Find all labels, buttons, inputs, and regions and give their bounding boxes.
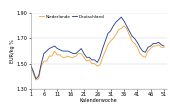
Line: Niederlande: Niederlande [31,26,164,80]
Niederlande [160,47,162,48]
Deutschland [160,44,162,45]
Niederlande [123,25,125,27]
Legend: Niederlande, Deutschland: Niederlande, Deutschland [39,15,104,19]
Niederlande [163,47,165,48]
Deutschland [120,16,122,18]
Niederlande [35,79,37,81]
Deutschland [123,20,125,22]
Deutschland [75,53,77,54]
Deutschland [131,35,133,37]
Deutschland [30,64,32,66]
Niederlande [75,55,77,57]
Niederlande [30,64,32,66]
X-axis label: Kalenderwoche: Kalenderwoche [80,98,117,103]
Niederlande [62,57,64,58]
Line: Deutschland: Deutschland [31,17,164,79]
Deutschland [163,45,165,47]
Niederlande [131,40,133,42]
Deutschland [62,50,64,52]
Deutschland [72,53,74,54]
Niederlande [120,28,122,29]
Niederlande [72,57,74,58]
Deutschland [35,78,37,79]
Y-axis label: EUR/kg %: EUR/kg % [10,39,15,63]
